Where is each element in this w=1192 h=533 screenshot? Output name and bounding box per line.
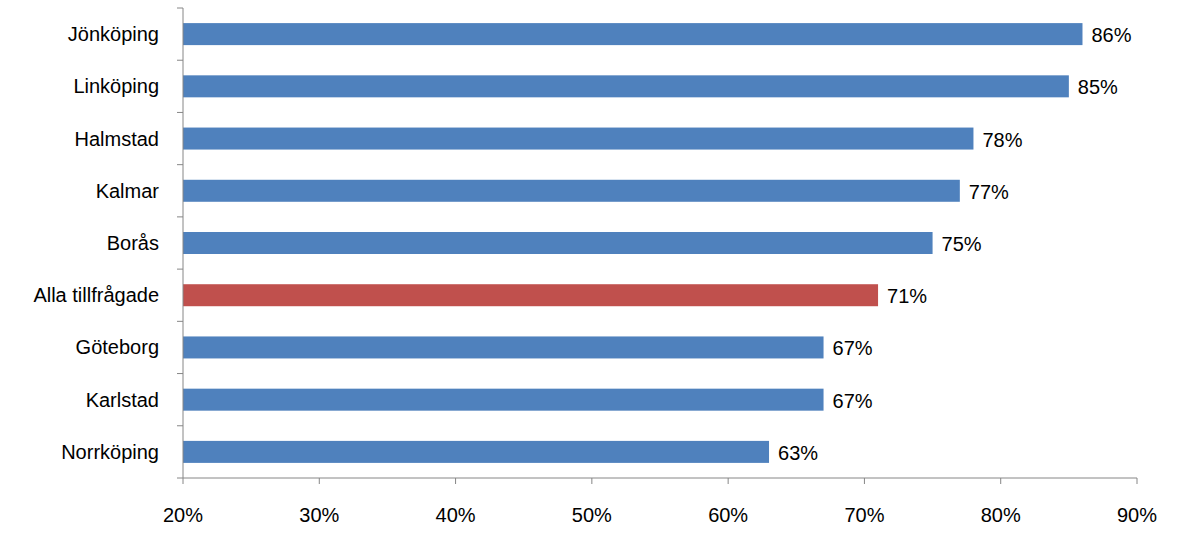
category-tick	[177, 164, 183, 165]
bar	[183, 284, 878, 306]
category-tick	[177, 478, 183, 479]
x-tick	[455, 478, 456, 484]
data-label: 86%	[1091, 24, 1131, 46]
category-tick	[177, 60, 183, 61]
chart-svg: 20% 30% 40% 50% 60% 70% 80% 90% Jönköping Linköpi…	[0, 0, 1192, 533]
category-tick	[177, 112, 183, 113]
category-tick	[177, 216, 183, 217]
x-tick-label: 60%	[708, 504, 748, 526]
x-tick-label: 90%	[1117, 504, 1157, 526]
category-tick	[177, 269, 183, 270]
bar	[183, 23, 1082, 45]
category-label: Alla tillfrågade	[33, 284, 159, 306]
x-tick	[1000, 478, 1001, 484]
bar	[183, 232, 933, 254]
x-tick-label: 70%	[844, 504, 884, 526]
x-tick	[1137, 478, 1138, 484]
x-tick	[319, 478, 320, 484]
data-label: 63%	[778, 442, 818, 464]
x-tick	[728, 478, 729, 484]
x-tick-label: 40%	[436, 504, 476, 526]
x-tick	[183, 478, 184, 484]
category-tick	[177, 8, 183, 9]
category-label: Jönköping	[68, 23, 159, 45]
data-label: 71%	[887, 285, 927, 307]
x-tick	[864, 478, 865, 484]
data-label: 85%	[1078, 76, 1118, 98]
data-label: 78%	[982, 129, 1022, 151]
bar	[183, 180, 960, 202]
x-tick-label: 20%	[163, 504, 203, 526]
x-tick-label: 30%	[299, 504, 339, 526]
data-label: 75%	[942, 233, 982, 255]
value-axis-line	[183, 478, 1137, 479]
category-label: Norrköping	[61, 441, 159, 463]
x-tick	[591, 478, 592, 484]
category-label: Borås	[107, 232, 159, 254]
bars	[183, 23, 1082, 463]
data-label: 67%	[833, 337, 873, 359]
category-tick	[177, 425, 183, 426]
bar	[183, 389, 824, 411]
category-label: Kalmar	[96, 180, 160, 202]
bar	[183, 441, 769, 463]
data-label: 67%	[833, 390, 873, 412]
chart-container: 20% 30% 40% 50% 60% 70% 80% 90% Jönköping Linköpi…	[0, 0, 1192, 533]
bar	[183, 75, 1069, 97]
category-label: Halmstad	[75, 128, 159, 150]
bar	[183, 128, 973, 150]
category-tick	[177, 373, 183, 374]
bar	[183, 336, 824, 358]
data-label: 77%	[969, 181, 1009, 203]
category-label: Linköping	[73, 75, 159, 97]
category-axis-line	[183, 8, 184, 478]
category-tick	[177, 321, 183, 322]
x-tick-label: 80%	[981, 504, 1021, 526]
x-tick-label: 50%	[572, 504, 612, 526]
category-label: Göteborg	[76, 336, 159, 358]
category-label: Karlstad	[86, 389, 159, 411]
